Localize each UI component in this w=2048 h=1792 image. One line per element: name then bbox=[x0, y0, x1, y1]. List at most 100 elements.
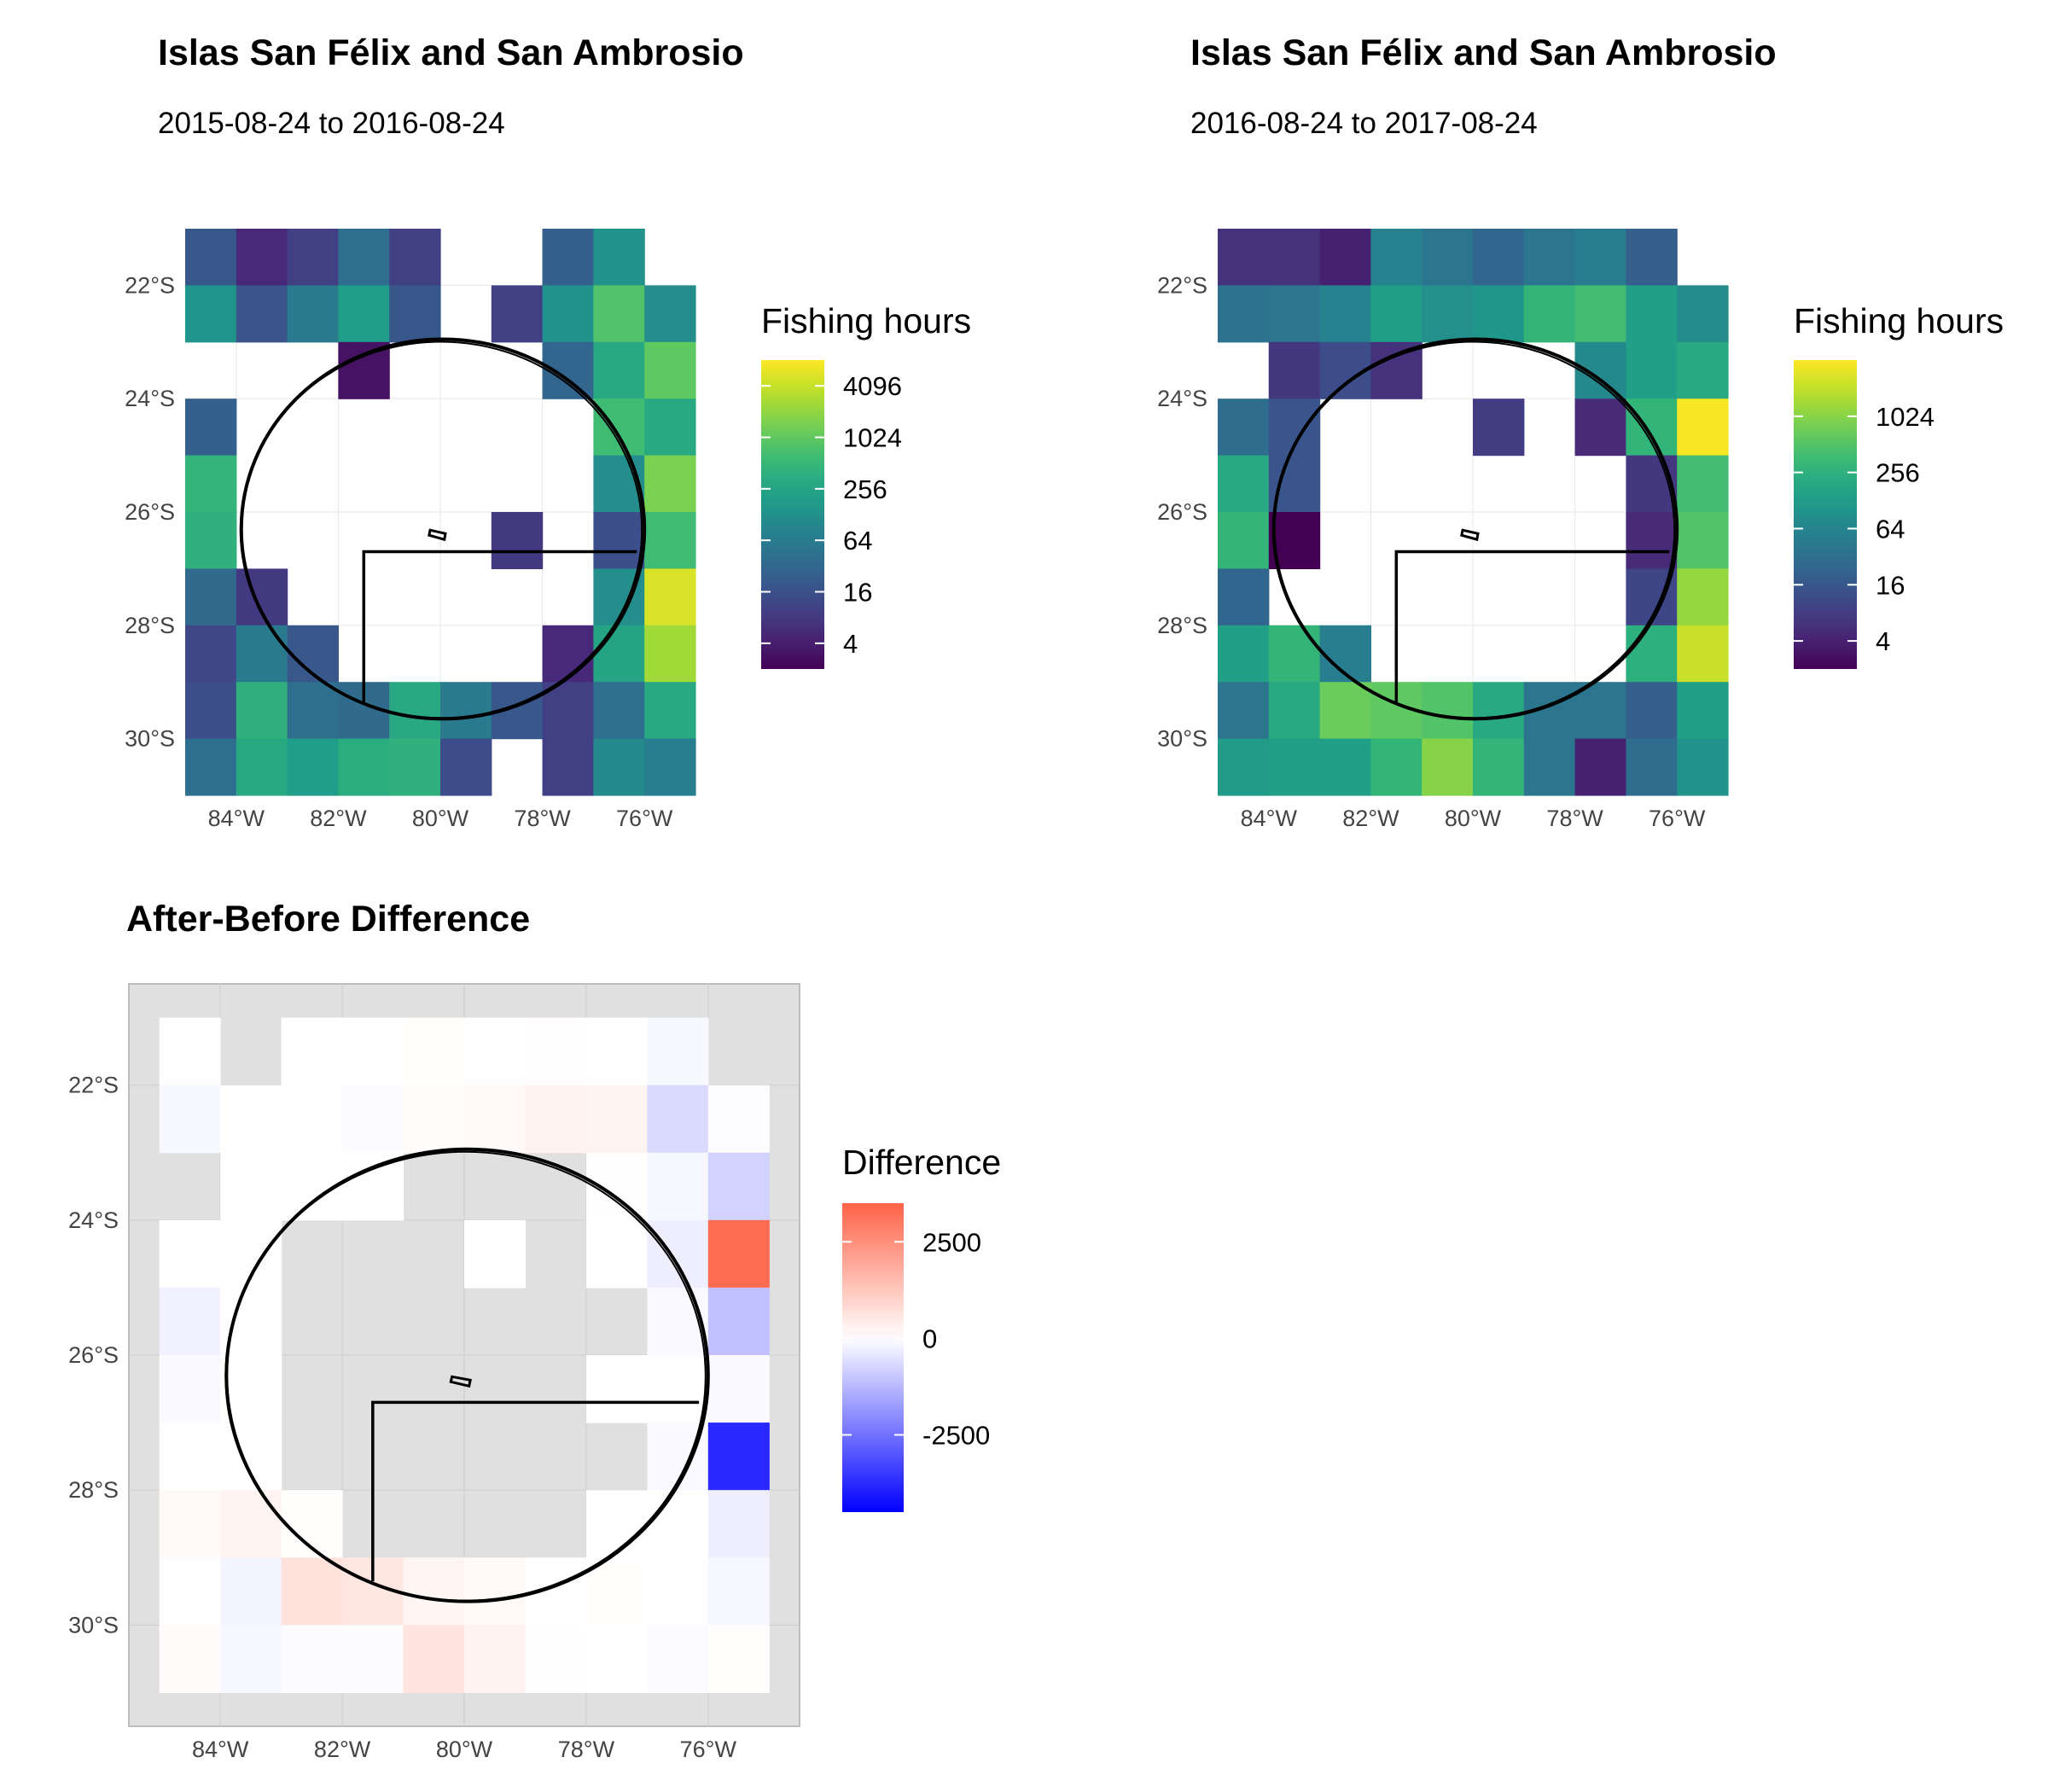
grid-cell bbox=[1218, 512, 1270, 569]
legend-tick-label: 256 bbox=[1876, 458, 1920, 488]
grid-cell bbox=[1626, 341, 1678, 399]
eez-boundary-inner bbox=[239, 340, 643, 719]
x-tick-label: 78°W bbox=[558, 1737, 615, 1762]
grid-cell bbox=[1218, 229, 1270, 286]
grid-cell bbox=[159, 1219, 221, 1289]
panel-before: Islas San Félix and San Ambrosio 2015-08… bbox=[0, 0, 1024, 887]
legend-title: Fishing hours bbox=[1794, 301, 2004, 340]
grid-cell bbox=[185, 229, 237, 286]
grid-cell bbox=[1574, 285, 1626, 343]
after-cells bbox=[1218, 229, 1729, 796]
grid-cell bbox=[1422, 682, 1474, 740]
grid-cell bbox=[1218, 285, 1270, 343]
grid-cell bbox=[159, 1423, 221, 1491]
grid-cell bbox=[338, 738, 390, 796]
grid-cell bbox=[647, 1017, 709, 1086]
grid-cell bbox=[1218, 455, 1270, 513]
grid-cell bbox=[647, 1490, 709, 1558]
legend-tick-label: 4 bbox=[1876, 626, 1890, 656]
grid-cell bbox=[1523, 285, 1576, 343]
legend-tick-label: 1024 bbox=[1876, 402, 1935, 432]
grid-cell bbox=[185, 568, 237, 626]
diff-cells bbox=[159, 1017, 770, 1694]
grid-cell bbox=[647, 1219, 709, 1289]
grid-cell bbox=[185, 512, 237, 569]
x-tick-label: 78°W bbox=[514, 806, 571, 831]
y-tick-label: 24°S bbox=[68, 1207, 119, 1233]
grid-cell bbox=[1319, 229, 1371, 286]
grid-cell bbox=[281, 1557, 343, 1626]
grid-cell bbox=[389, 285, 441, 343]
grid-cell bbox=[185, 399, 237, 457]
grid-cell bbox=[542, 682, 594, 740]
grid-cell bbox=[644, 512, 696, 569]
y-tick-label: 22°S bbox=[1157, 272, 1207, 298]
grid-cell bbox=[1218, 738, 1270, 796]
grid-cell bbox=[1268, 285, 1321, 343]
grid-cell bbox=[707, 1287, 770, 1356]
grid-cell bbox=[1218, 568, 1270, 626]
y-tick-label: 24°S bbox=[1157, 386, 1207, 411]
grid-cell bbox=[525, 1085, 587, 1154]
grid-cell bbox=[342, 1152, 404, 1221]
grid-cell bbox=[542, 285, 594, 343]
grid-cell bbox=[1218, 399, 1270, 457]
legend-tick-label: 0 bbox=[922, 1324, 937, 1353]
grid-cell bbox=[585, 1490, 648, 1558]
panel-after: Islas San Félix and San Ambrosio 2016-08… bbox=[1033, 0, 2048, 887]
grid-cell bbox=[220, 1557, 282, 1626]
grid-cell bbox=[185, 738, 237, 796]
grid-cell bbox=[1319, 285, 1371, 343]
grid-cell bbox=[403, 1085, 465, 1154]
grid-cell bbox=[1677, 738, 1729, 796]
x-tick-label: 76°W bbox=[680, 1737, 737, 1762]
grid-cell bbox=[707, 1423, 770, 1491]
grid-cell bbox=[185, 455, 237, 513]
grid-cell bbox=[1626, 399, 1678, 457]
grid-cell bbox=[647, 1355, 709, 1423]
grid-cell bbox=[1268, 625, 1321, 683]
grid-cell bbox=[440, 738, 492, 796]
y-tick-label: 28°S bbox=[68, 1477, 119, 1503]
grid-cell bbox=[1677, 512, 1729, 569]
grid-cell bbox=[593, 399, 645, 457]
grid-cell bbox=[1319, 738, 1371, 796]
y-tick-label: 30°S bbox=[1157, 726, 1207, 752]
grid-cell bbox=[1677, 455, 1729, 513]
panel-title: Islas San Félix and San Ambrosio bbox=[1190, 32, 1777, 73]
panel-title: After-Before Difference bbox=[126, 899, 531, 940]
grid-cell bbox=[236, 625, 288, 683]
grid-cell bbox=[1677, 285, 1729, 343]
y-tick-label: 24°S bbox=[125, 386, 175, 411]
y-tick-label: 30°S bbox=[68, 1612, 119, 1638]
x-tick-label: 84°W bbox=[1241, 806, 1298, 831]
grid-cell bbox=[1677, 625, 1729, 683]
grid-cell bbox=[236, 682, 288, 740]
grid-cell bbox=[403, 1557, 465, 1626]
x-tick-label: 82°W bbox=[310, 806, 367, 831]
grid-cell bbox=[287, 738, 339, 796]
boundary-line bbox=[371, 1400, 700, 1581]
grid-cell bbox=[342, 1017, 404, 1086]
grid-cell bbox=[1473, 285, 1525, 343]
grid-cell bbox=[220, 1085, 282, 1154]
legend-tick-label: 4096 bbox=[843, 371, 902, 401]
grid-cell bbox=[585, 1085, 648, 1154]
grid-cell bbox=[707, 1085, 770, 1154]
grid-cell bbox=[1370, 285, 1423, 343]
grid-cell bbox=[281, 1017, 343, 1086]
grid-cell bbox=[647, 1287, 709, 1356]
legend-tick-label: 1024 bbox=[843, 423, 902, 453]
legend-colorbar bbox=[1794, 360, 1857, 669]
panel-difference: After-Before Difference 84°W 82°W 80°W 78°W… bbox=[0, 887, 1024, 1792]
x-tick-label: 78°W bbox=[1546, 806, 1603, 831]
x-tick-label: 84°W bbox=[208, 806, 265, 831]
grid-cell bbox=[159, 1085, 221, 1154]
panel-title: Islas San Félix and San Ambrosio bbox=[158, 32, 744, 73]
grid-cell bbox=[220, 1287, 282, 1356]
grid-cell bbox=[644, 341, 696, 399]
heatmap-before: 84°W 82°W 80°W 78°W 76°W 22°S 24°S 26°S 28°S 30°S… bbox=[125, 229, 971, 831]
grid-cell bbox=[389, 738, 441, 796]
grid-cell bbox=[236, 738, 288, 796]
grid-cell bbox=[287, 682, 339, 740]
